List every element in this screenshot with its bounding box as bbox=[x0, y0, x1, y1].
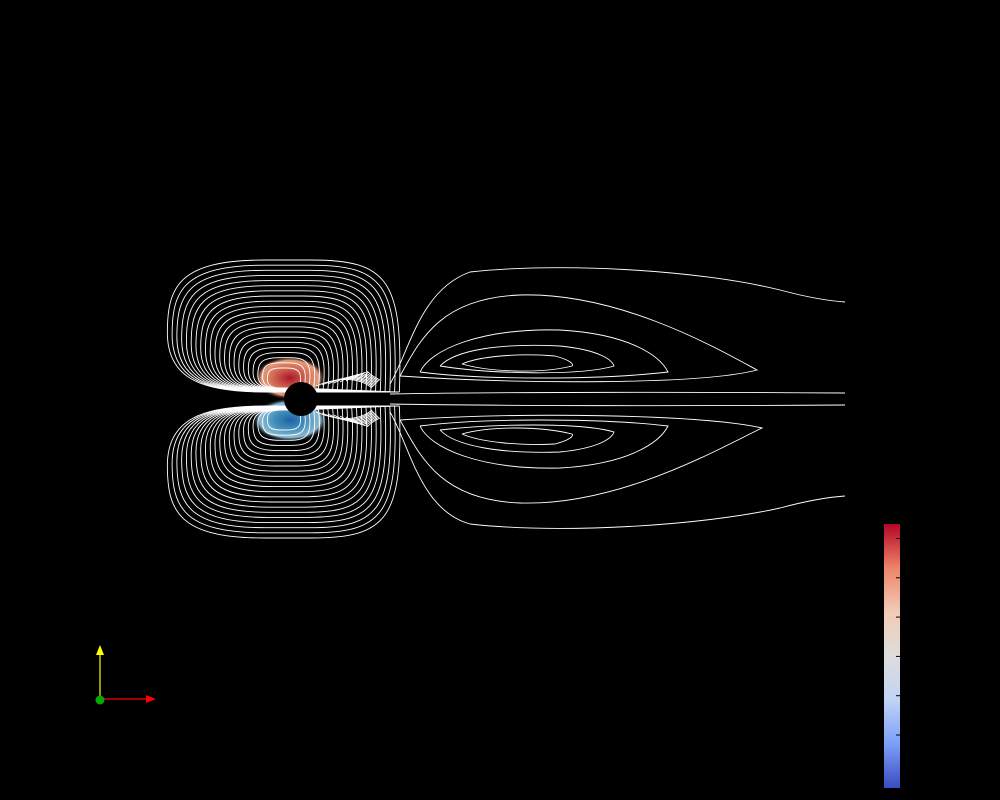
orientation-axes-widget bbox=[95, 645, 156, 705]
lower-contour-loop bbox=[171, 405, 396, 534]
upper-contour-loop bbox=[205, 300, 363, 391]
upper-contour-loop bbox=[219, 316, 349, 391]
lower-contour-loop bbox=[243, 408, 325, 457]
cylinder-obstacle bbox=[284, 382, 318, 416]
color-legend-bar[interactable] bbox=[884, 524, 900, 788]
lower-contour-loop bbox=[214, 407, 353, 488]
upper-contour-loop bbox=[195, 290, 372, 392]
upper-contour-loop bbox=[238, 336, 330, 390]
upper-contour-loop bbox=[266, 367, 302, 389]
color-legend-ticks bbox=[896, 538, 900, 736]
color-legend-gradient bbox=[884, 524, 900, 788]
wake-contour-lower bbox=[419, 419, 669, 469]
wake-contour-upper bbox=[389, 267, 846, 385]
lower-contour-loop bbox=[262, 409, 306, 436]
x-axis-arrowhead bbox=[146, 695, 156, 703]
upper-contour-loop bbox=[257, 357, 311, 389]
lower-contour-loop bbox=[209, 407, 358, 493]
wake-contour-lower bbox=[389, 411, 846, 529]
lower-contour-loop bbox=[238, 408, 330, 462]
separation-contour-lower bbox=[357, 416, 380, 426]
wake-contour-lower bbox=[399, 414, 764, 504]
separation-contour-lower bbox=[321, 410, 374, 420]
upper-contour-loop bbox=[176, 269, 391, 393]
y-axis-arrowhead bbox=[96, 645, 104, 655]
upper-contour-loop bbox=[243, 341, 325, 390]
lower-contour-loop bbox=[190, 406, 377, 513]
upper-contour-loop bbox=[190, 285, 377, 392]
upper-contour-loop bbox=[233, 331, 334, 390]
contour-lines bbox=[166, 259, 846, 539]
lower-contour-loop bbox=[257, 409, 311, 441]
lower-contour-loop bbox=[233, 408, 334, 467]
separation-contour-upper bbox=[357, 372, 380, 382]
separation-contour-lower bbox=[345, 414, 378, 424]
lower-contour-loop bbox=[181, 406, 387, 524]
upper-contour-loop bbox=[228, 326, 339, 390]
separation-contour-upper bbox=[327, 377, 375, 387]
wake-contour-upper bbox=[439, 344, 615, 374]
lower-contour-loop bbox=[176, 405, 391, 529]
upper-contour-loop bbox=[209, 305, 358, 391]
lower-contour-loop bbox=[166, 405, 401, 539]
wake-contour-lower bbox=[461, 427, 573, 445]
lower-contour-loop bbox=[195, 406, 372, 508]
lower-contour-loop bbox=[252, 408, 316, 446]
separation-contour-lower bbox=[327, 411, 375, 421]
upper-contour-loop bbox=[181, 274, 387, 392]
lower-contour-loop bbox=[228, 408, 339, 472]
upper-contour-loop bbox=[214, 310, 353, 391]
wake-contour-upper bbox=[419, 329, 669, 379]
wake-contour-lower bbox=[439, 424, 615, 453]
upper-contour-loop bbox=[200, 295, 368, 392]
upper-contour-loop bbox=[166, 259, 401, 393]
wake-centerline-contour bbox=[389, 391, 846, 395]
lower-contour-loop bbox=[205, 407, 363, 498]
separation-contour-upper bbox=[345, 374, 378, 384]
wake-contour-upper bbox=[399, 294, 759, 383]
lower-contour-loop bbox=[185, 406, 382, 518]
upper-contour-loop bbox=[171, 264, 396, 393]
lower-contour-loop bbox=[266, 409, 302, 431]
lower-contour-loop bbox=[224, 407, 344, 477]
upper-contour-loop bbox=[252, 352, 316, 390]
lower-contour-loop bbox=[219, 407, 349, 482]
wake-centerline-contour bbox=[389, 403, 846, 407]
separation-contour-upper bbox=[363, 371, 381, 381]
separation-contour-upper bbox=[321, 378, 374, 388]
separation-contour-lower bbox=[363, 417, 381, 427]
upper-contour-loop bbox=[247, 346, 320, 390]
lower-contour-loop bbox=[200, 406, 368, 503]
upper-contour-loop bbox=[224, 321, 344, 391]
z-axis-dot bbox=[95, 695, 105, 705]
wake-contour-upper bbox=[461, 354, 573, 372]
upper-contour-loop bbox=[185, 280, 382, 392]
upper-contour-loop bbox=[262, 362, 306, 389]
lower-contour-loop bbox=[247, 408, 320, 452]
